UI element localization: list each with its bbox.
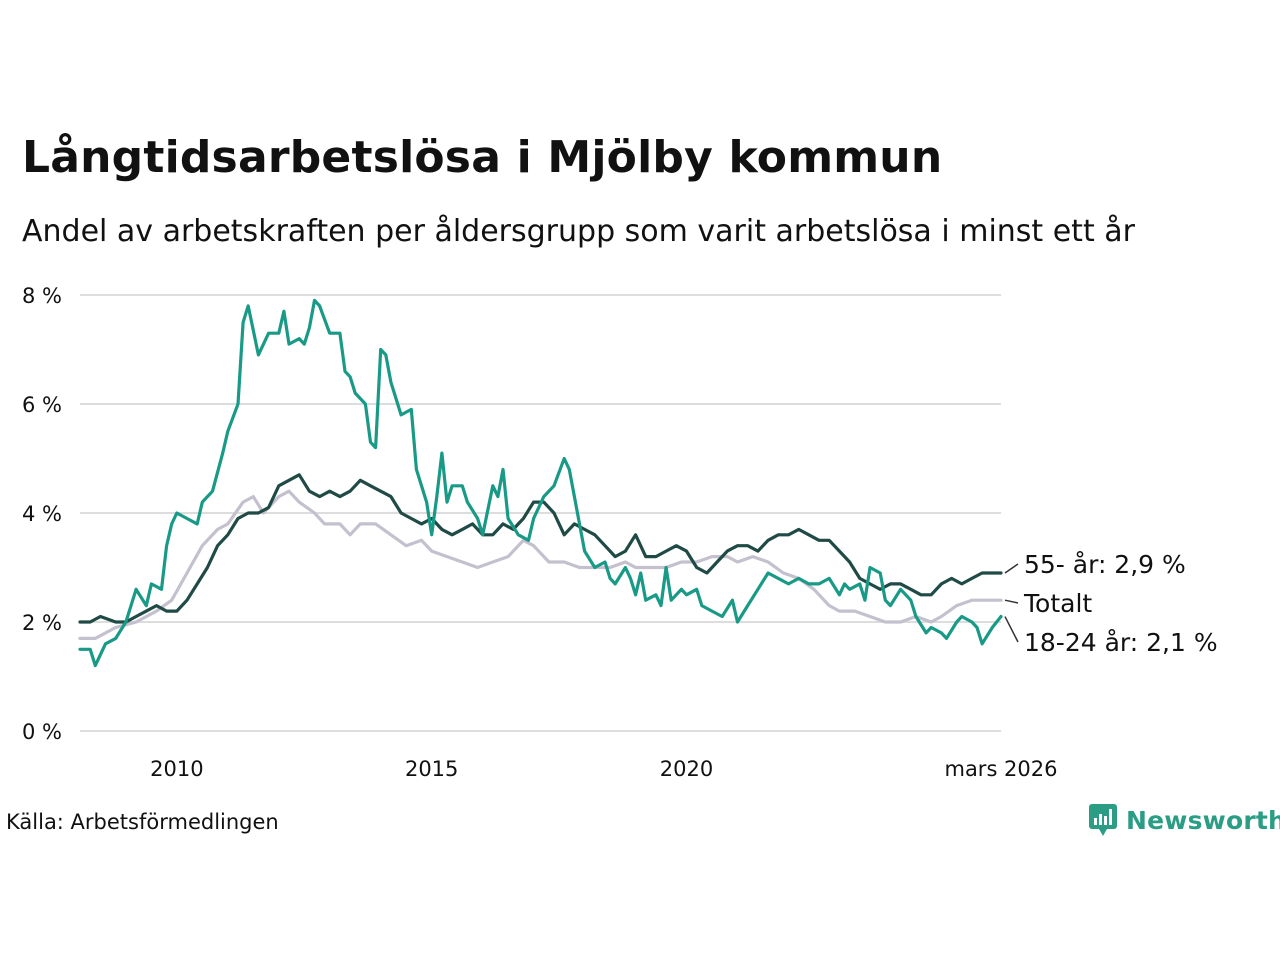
y-tick-label: 0 % [22,720,62,744]
label-leader-line [1004,563,1019,574]
x-tick-label: mars 2026 [944,757,1057,781]
series-end-label: 18-24 år: 2,1 % [1024,628,1218,657]
label-leader-line [1004,599,1019,604]
x-tick-label: 2020 [660,757,713,781]
gridlines [80,294,1001,732]
series-line-55-r [78,473,1003,624]
source-note: Källa: Arbetsförmedlingen [6,810,279,834]
chart-subtitle: Andel av arbetskraften per åldersgrupp s… [22,214,1135,249]
y-tick-label: 4 % [22,502,62,526]
series-line-totalt [78,489,1003,640]
newsworthy-logo-icon [1089,804,1117,836]
series-end-label: Totalt [1023,589,1092,618]
label-leader-line [1004,616,1019,643]
brand-name: Newsworthy [1126,805,1280,835]
series-line-18-24-r [78,298,1003,668]
brand-logo[interactable]: Newsworthy [1088,803,1280,837]
y-tick-label: 2 % [22,611,62,635]
x-tick-label: 2015 [405,757,458,781]
y-tick-label: 6 % [22,393,62,417]
chart-title: Långtidsarbetslösa i Mjölby kommun [22,132,943,183]
y-tick-label: 8 % [22,284,62,308]
series-end-labels: Totalt 55- år: 2,9 % 18-24 år: 2,1 % [1004,550,1218,657]
x-axis-ticks: 2010 2015 2020 mars 2026 [150,757,1057,781]
series-lines [78,298,1003,668]
series-end-label: 55- år: 2,9 % [1024,550,1186,579]
x-tick-label: 2010 [150,757,203,781]
y-axis-ticks: 0 % 2 % 4 % 6 % 8 % [22,284,62,744]
